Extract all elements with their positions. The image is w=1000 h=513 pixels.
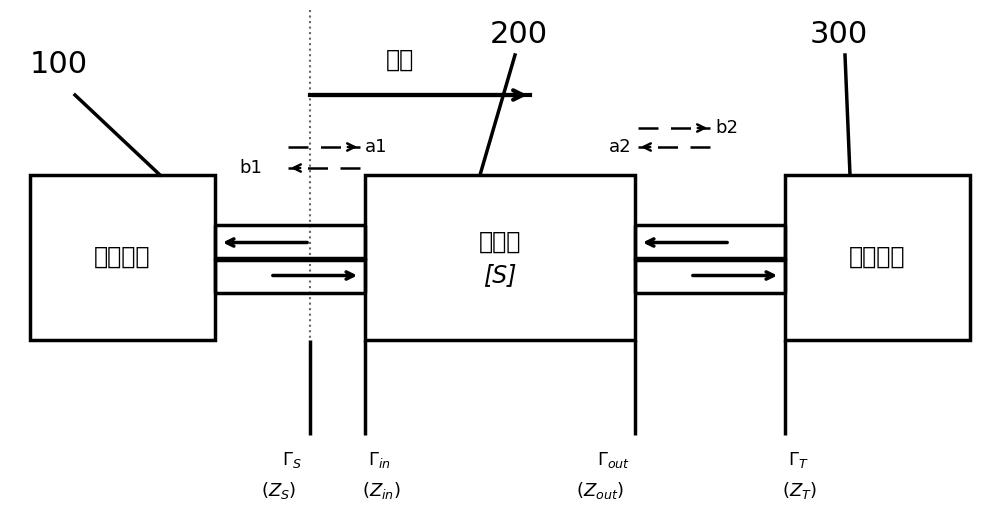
Text: 晶体管: 晶体管 bbox=[479, 230, 521, 254]
Text: 100: 100 bbox=[30, 50, 88, 79]
Text: $\Gamma_{out}$: $\Gamma_{out}$ bbox=[597, 450, 630, 470]
Text: $(Z_S)$: $(Z_S)$ bbox=[261, 480, 296, 501]
Bar bbox=[785, 175, 970, 340]
Text: $(Z_{out})$: $(Z_{out})$ bbox=[576, 480, 624, 501]
Text: $\Gamma_S$: $\Gamma_S$ bbox=[282, 450, 302, 470]
Text: 终端网络: 终端网络 bbox=[849, 245, 905, 269]
Text: $\Gamma_T$: $\Gamma_T$ bbox=[788, 450, 809, 470]
Text: 200: 200 bbox=[490, 20, 548, 49]
Bar bbox=[30, 175, 215, 340]
Text: b2: b2 bbox=[715, 119, 738, 137]
Text: $\Gamma_{in}$: $\Gamma_{in}$ bbox=[368, 450, 391, 470]
Text: [S]: [S] bbox=[483, 263, 517, 287]
Text: 调谐网络: 调谐网络 bbox=[94, 245, 150, 269]
Text: a2: a2 bbox=[609, 138, 632, 156]
Text: b1: b1 bbox=[239, 159, 262, 177]
Bar bbox=[365, 175, 635, 340]
Text: $(Z_T)$: $(Z_T)$ bbox=[782, 480, 817, 501]
Text: $(Z_{in})$: $(Z_{in})$ bbox=[362, 480, 401, 501]
Text: a1: a1 bbox=[365, 138, 388, 156]
Text: 负阻: 负阻 bbox=[386, 48, 414, 72]
Text: 300: 300 bbox=[810, 20, 868, 49]
